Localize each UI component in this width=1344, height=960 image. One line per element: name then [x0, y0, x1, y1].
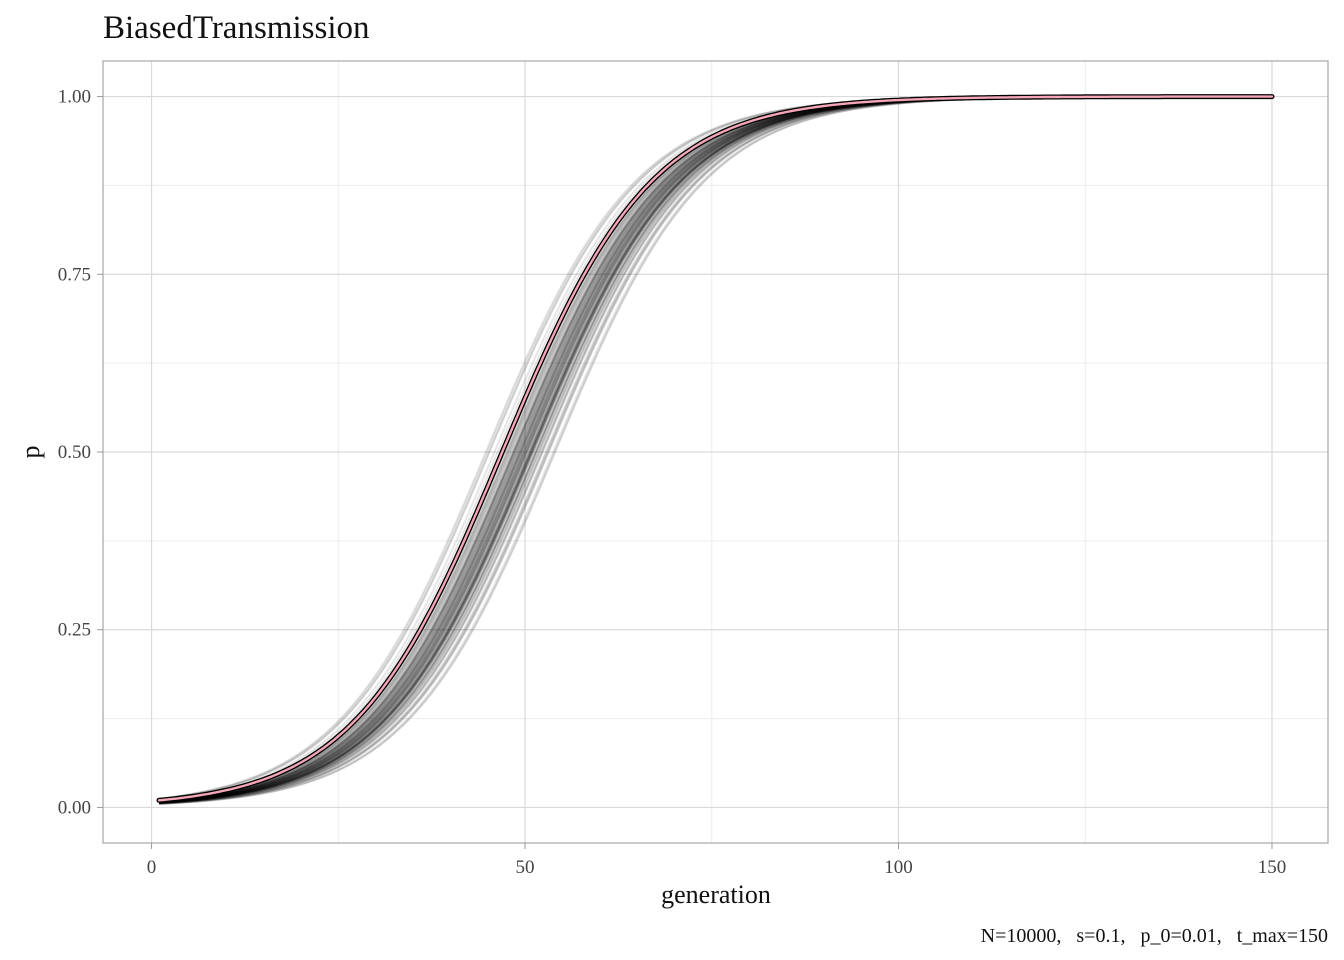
- x-tick-label: 100: [884, 857, 913, 878]
- y-tick-label: 0.75: [58, 264, 91, 285]
- x-tick-label: 50: [516, 857, 535, 878]
- y-tick-label: 0.00: [58, 797, 91, 818]
- x-tick-label: 0: [147, 857, 157, 878]
- y-tick-label: 1.00: [58, 87, 91, 108]
- major-gridlines: [103, 61, 1328, 843]
- series-lines: [156, 94, 1275, 803]
- chart-title: BiasedTransmission: [103, 10, 369, 46]
- expected-line: [157, 95, 1274, 802]
- y-axis-title: p: [16, 446, 45, 459]
- y-tick-label: 0.25: [58, 620, 91, 641]
- x-axis: 0 50 100 150: [147, 843, 1286, 878]
- plot-panel: [102, 60, 1329, 844]
- x-tick-label: 150: [1258, 857, 1287, 878]
- caption: N=10000, s=0.1, p_0=0.01, t_max=150: [981, 925, 1328, 947]
- x-axis-title: generation: [661, 880, 771, 909]
- y-axis: 0.00 0.25 0.50 0.75 1.00: [58, 87, 103, 818]
- y-tick-label: 0.50: [58, 442, 91, 463]
